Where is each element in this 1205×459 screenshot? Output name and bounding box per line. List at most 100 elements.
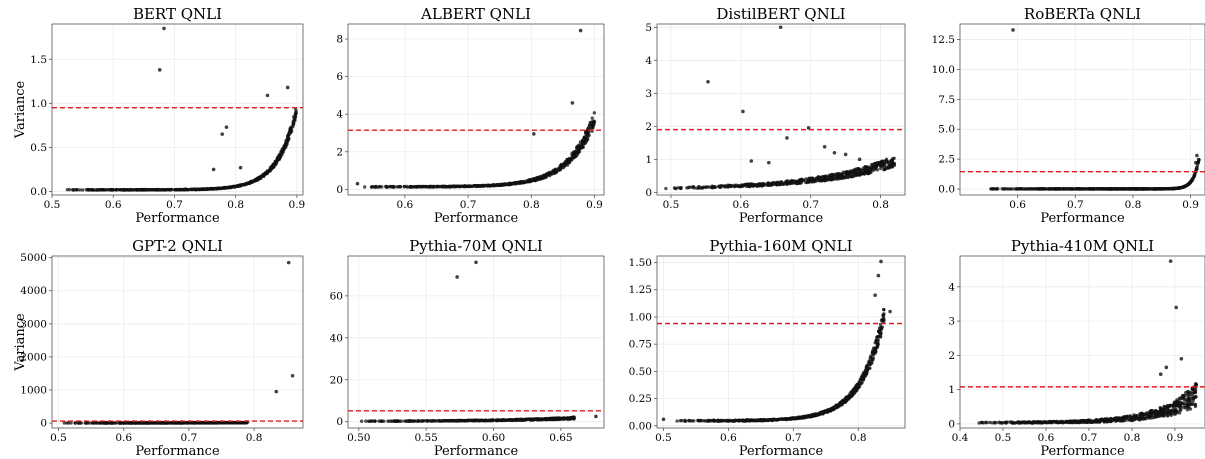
data-point [1028,187,1032,191]
data-point [1190,177,1195,181]
data-point [239,420,244,425]
data-point [572,153,577,157]
y-tick-label: 6 [336,71,343,83]
data-point [1165,412,1169,416]
data-point [664,186,668,191]
data-point [80,188,85,192]
data-point [866,360,871,365]
data-point [1076,187,1080,191]
data-point [856,385,860,390]
data-point [1184,391,1188,395]
data-point [789,180,793,184]
data-point [243,182,247,187]
data-point [761,183,765,187]
outlier-point [274,389,279,394]
data-point [569,157,574,161]
y-tick-label: 0.75 [629,339,652,351]
data-point [770,183,774,187]
data-point [181,421,185,425]
data-point [473,184,477,188]
data-point [1003,420,1008,425]
x-tick-label: 0.7 [785,432,802,444]
data-point [552,417,556,422]
data-point [224,186,228,190]
y-tick-label: 1.0 [30,98,47,110]
y-tick-label: 4 [645,55,652,67]
plot-frame [51,255,304,429]
data-point [372,419,377,423]
data-point [587,133,591,137]
data-point [370,185,375,189]
data-point [797,178,802,183]
data-point [578,140,583,144]
y-tick-label: 0.25 [629,393,652,405]
y-tick-label: 0.0 [30,186,47,198]
data-point [1156,413,1161,417]
data-point [269,165,274,169]
data-point [751,182,755,187]
data-point [169,188,173,192]
data-point [737,419,741,423]
data-point [161,188,165,192]
y-tick-label: 3 [645,88,652,100]
data-point [870,358,875,362]
data-point [991,187,995,191]
data-point [127,188,131,192]
data-point [1042,420,1047,424]
outlier-point [832,150,837,155]
x-axis-label: Performance [135,211,220,226]
y-tick-label: 1.00 [629,311,652,323]
data-point [396,185,401,189]
data-point [109,188,114,192]
outlier-point [594,414,598,419]
x-tick-label: 0.8 [872,199,889,211]
outlier-point [1174,305,1179,310]
data-point [217,186,222,191]
data-point [205,421,209,425]
data-point [406,419,411,423]
data-point [1195,167,1199,171]
y-tick-label: 0.50 [629,366,652,378]
data-point [215,421,219,425]
data-point [809,413,813,418]
data-point [836,173,840,177]
data-point [858,377,862,382]
y-tick-label: 0 [40,418,47,430]
data-point [879,325,883,329]
data-point [1067,187,1071,191]
data-point [852,173,857,178]
x-tick-label: 0.5 [995,432,1012,444]
data-point [815,413,820,417]
data-point [980,420,984,425]
data-point [696,418,700,423]
data-point [584,131,588,136]
data-point [1100,417,1105,422]
data-point [873,350,878,354]
data-point [745,182,750,187]
data-point [490,418,494,422]
data-point [852,391,856,395]
data-point [71,188,75,192]
data-point [1164,187,1169,191]
data-point [408,185,412,189]
data-point [696,186,701,190]
data-point [1185,182,1190,187]
scatter-points [65,26,298,192]
data-point [1080,187,1085,191]
data-point [1121,187,1125,191]
data-point [829,407,833,411]
data-point [680,418,684,423]
data-point [1017,421,1021,425]
x-tick-label: 0.5 [44,199,61,211]
data-point [261,174,266,178]
data-point [1188,407,1193,411]
plot-frame [347,23,605,196]
data-point [857,172,862,177]
data-point [838,402,842,406]
chart-title: Pythia-410M QNLI [1011,237,1154,255]
chart-panel: 0.6 0.7 0.8 0.90.02.55.07.510.012.5RoBERTa … [932,5,1205,226]
data-point [1068,419,1073,424]
plot-frame [656,23,906,196]
data-point [555,417,560,422]
outlier-point [661,417,666,422]
